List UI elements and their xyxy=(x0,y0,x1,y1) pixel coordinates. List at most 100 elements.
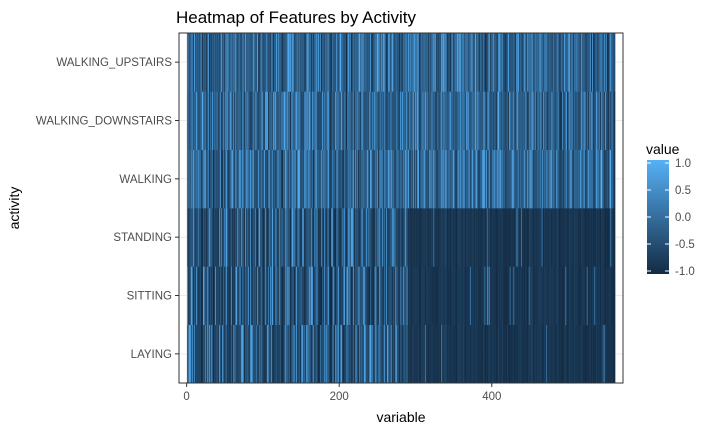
heatmap-cell xyxy=(369,208,371,267)
heatmap-cell xyxy=(267,208,269,267)
heatmap-cell xyxy=(330,324,332,384)
heatmap-cell xyxy=(541,33,543,92)
heatmap-cell xyxy=(446,324,448,384)
heatmap-cell xyxy=(285,149,287,209)
heatmap-cell xyxy=(280,324,282,384)
heatmap-cell xyxy=(218,91,220,150)
heatmap-cell xyxy=(585,149,587,209)
heatmap-cell xyxy=(435,149,437,209)
heatmap-cell xyxy=(275,91,277,150)
heatmap-cell xyxy=(365,266,367,325)
heatmap-cell xyxy=(395,208,397,267)
heatmap-cell xyxy=(261,208,263,267)
heatmap-cell xyxy=(333,149,335,209)
heatmap-cell xyxy=(470,91,472,150)
heatmap-cell xyxy=(492,149,494,209)
heatmap-cell xyxy=(483,266,485,325)
heatmap-cell xyxy=(320,91,322,150)
heatmap-cell xyxy=(239,324,241,384)
heatmap-cell xyxy=(388,324,390,384)
heatmap-cell xyxy=(582,208,584,267)
heatmap-cell xyxy=(588,33,590,92)
heatmap-cell xyxy=(242,149,244,209)
heatmap-cell xyxy=(279,208,281,267)
heatmap-cell xyxy=(263,33,265,92)
heatmap-cell xyxy=(595,91,597,150)
heatmap-cell xyxy=(299,324,301,384)
heatmap-cell xyxy=(376,149,379,209)
heatmap-cell xyxy=(382,33,384,92)
heatmap-cell xyxy=(595,208,598,267)
heatmap-cell xyxy=(536,266,538,325)
heatmap-cell xyxy=(282,149,284,209)
legend-tick-label: -1.0 xyxy=(675,266,695,278)
heatmap-cell xyxy=(206,149,208,209)
heatmap-cell xyxy=(518,208,520,267)
heatmap-cell xyxy=(351,208,353,267)
heatmap-cell xyxy=(402,33,405,92)
heatmap-cell xyxy=(579,91,582,150)
heatmap-cell xyxy=(245,33,247,92)
heatmap-cell xyxy=(254,266,257,325)
heatmap-cell xyxy=(293,91,295,150)
heatmap-cell xyxy=(233,266,235,325)
heatmap-cell xyxy=(472,149,474,209)
heatmap-cell xyxy=(331,91,333,150)
heatmap-cell xyxy=(193,266,195,325)
heatmap-cell xyxy=(232,149,234,209)
heatmap-cell xyxy=(560,324,562,384)
heatmap-cell xyxy=(368,266,370,325)
heatmap-cell xyxy=(596,324,598,384)
heatmap-cell xyxy=(306,33,308,92)
heatmap-cell xyxy=(587,33,589,92)
heatmap-cell xyxy=(371,91,373,150)
heatmap-cell xyxy=(306,324,308,384)
heatmap-cell xyxy=(331,33,334,92)
heatmap-cell xyxy=(553,208,556,267)
heatmap-cell xyxy=(409,324,411,384)
heatmap-cell xyxy=(318,33,321,92)
heatmap-cell xyxy=(220,208,222,267)
heatmap-cell xyxy=(209,149,211,209)
heatmap-cell xyxy=(569,33,571,92)
heatmap-cell xyxy=(543,149,545,209)
heatmap-cell xyxy=(359,91,361,150)
heatmap-cell xyxy=(492,149,495,209)
heatmap-cell xyxy=(316,149,318,209)
heatmap-cell xyxy=(383,149,385,209)
heatmap-cell xyxy=(475,324,477,384)
heatmap-cell xyxy=(273,324,276,384)
heatmap-cell xyxy=(379,208,381,267)
heatmap-cell xyxy=(219,208,221,267)
heatmap-cell xyxy=(551,91,553,150)
heatmap-cell xyxy=(211,91,213,150)
heatmap-cell xyxy=(389,149,391,209)
heatmap-cell xyxy=(311,149,313,209)
heatmap-cell xyxy=(376,91,378,150)
heatmap-cell xyxy=(464,149,466,209)
heatmap-cell xyxy=(441,33,443,92)
heatmap-cell xyxy=(401,33,403,92)
heatmap-cell xyxy=(215,149,217,209)
heatmap-cell xyxy=(196,33,198,92)
heatmap-cell xyxy=(524,33,526,92)
heatmap-cell xyxy=(197,324,199,384)
heatmap-cell xyxy=(410,33,412,92)
heatmap-cell xyxy=(517,149,519,209)
heatmap-cell xyxy=(421,91,424,150)
heatmap-cell xyxy=(322,149,324,209)
heatmap-cell xyxy=(611,33,613,92)
heatmap-cell xyxy=(299,33,301,92)
heatmap-cell xyxy=(487,266,489,325)
heatmap-cell xyxy=(358,33,360,92)
heatmap-cell xyxy=(346,266,348,325)
heatmap-cell xyxy=(299,149,301,209)
heatmap-cell xyxy=(367,208,369,267)
heatmap-cell xyxy=(319,324,321,384)
heatmap-cell xyxy=(384,324,386,384)
heatmap-cell xyxy=(452,149,454,209)
heatmap-cell xyxy=(252,149,254,209)
heatmap-cell xyxy=(477,149,479,209)
heatmap-cell xyxy=(279,324,281,384)
heatmap-cell xyxy=(447,208,450,267)
